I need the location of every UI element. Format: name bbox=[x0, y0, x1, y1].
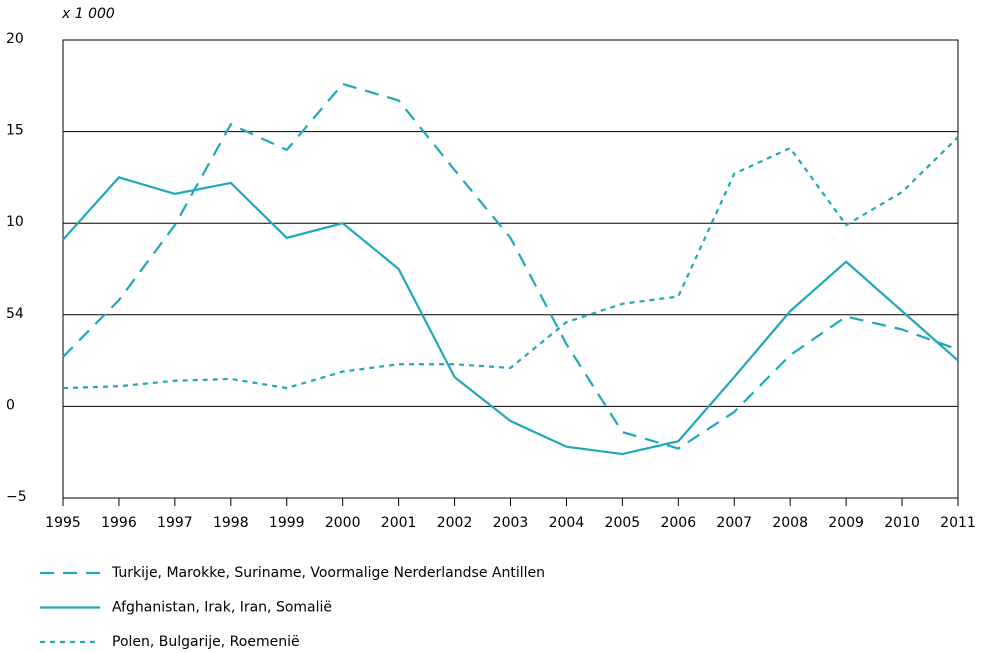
plot-border bbox=[62, 39, 959, 499]
y-tick-label: 15 bbox=[6, 123, 24, 139]
unit-label: x 1 000 bbox=[61, 6, 115, 22]
x-tick-label: 2002 bbox=[437, 515, 473, 531]
legend-label: Polen, Bulgarije, Roemenië bbox=[112, 634, 300, 650]
x-tick-label: 2010 bbox=[884, 515, 920, 531]
x-tick-label: 2006 bbox=[660, 515, 696, 531]
x-tick-label: 1999 bbox=[269, 515, 305, 531]
x-tick-label: 2001 bbox=[381, 515, 417, 531]
legend-label: Turkije, Marokke, Suriname, Voormalige N… bbox=[111, 565, 545, 581]
legend-label: Afghanistan, Irak, Iran, Somalië bbox=[112, 600, 332, 616]
y-tick-label: 10 bbox=[6, 214, 24, 230]
line-series bbox=[62, 82, 959, 450]
line-series bbox=[62, 136, 959, 390]
x-tick-label: 2000 bbox=[325, 515, 361, 531]
x-tick-label: 2011 bbox=[940, 515, 976, 531]
x-tick-label: 2004 bbox=[549, 515, 585, 531]
y-tick-label: 54 bbox=[6, 306, 24, 322]
x-tick-label: 1996 bbox=[101, 515, 137, 531]
x-tick-label: 2008 bbox=[772, 515, 808, 531]
x-tick-label: 1995 bbox=[45, 515, 81, 531]
x-tick-label: 1998 bbox=[213, 515, 249, 531]
x-tick-label: 2007 bbox=[716, 515, 752, 531]
y-tick-label: 0 bbox=[6, 397, 15, 413]
x-tick-label: 2005 bbox=[605, 515, 641, 531]
x-tick-label: 2003 bbox=[493, 515, 529, 531]
line-series bbox=[62, 176, 959, 456]
x-tick-label: 2009 bbox=[828, 515, 864, 531]
y-tick-label: −5 bbox=[6, 489, 27, 505]
x-tick-label: 1997 bbox=[157, 515, 193, 531]
y-tick-label: 20 bbox=[6, 31, 24, 47]
